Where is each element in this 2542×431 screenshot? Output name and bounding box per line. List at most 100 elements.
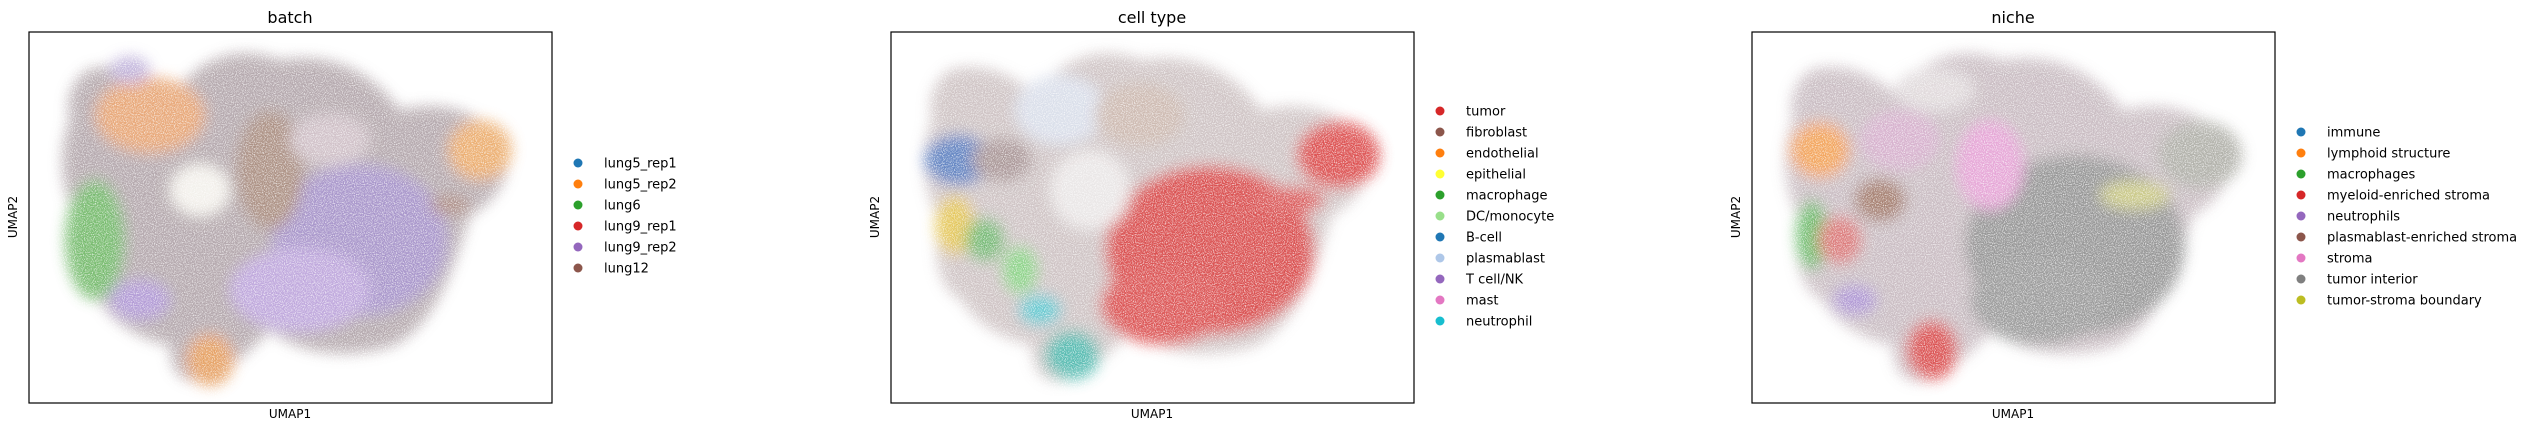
panel-niche: niche UMAP1 UMAP2 — [1729, 8, 2517, 421]
legend-item: lung12 — [573, 262, 649, 277]
legend-item: lung6 — [573, 199, 641, 214]
scatter-cloud — [1752, 32, 2275, 403]
legend-label: plasmablast — [1466, 252, 1545, 267]
panel-cell-type: cell type UMAP1 UMA — [868, 8, 1554, 421]
legend-label: lung5_rep2 — [604, 178, 677, 193]
legend-item: DC/monocyte — [1435, 210, 1554, 225]
legend-label: lung9_rep2 — [604, 241, 677, 256]
legend-label: lung12 — [604, 262, 649, 277]
axes-frame — [890, 31, 1415, 404]
legend-label: myeloid-enriched stroma — [2327, 189, 2490, 204]
legend-label: endothelial — [1466, 147, 1539, 162]
legend-marker — [1435, 106, 1445, 116]
legend-marker — [2296, 211, 2306, 221]
legend-label: mast — [1466, 294, 1499, 309]
legend-marker — [1435, 295, 1445, 305]
legend-item: lung5_rep2 — [573, 178, 677, 193]
legend-label: lung5_rep1 — [604, 157, 677, 172]
legend-marker — [573, 200, 583, 210]
legend-label: fibroblast — [1466, 126, 1527, 141]
legend-label: macrophage — [1466, 189, 1548, 204]
axes-frame — [1751, 31, 2276, 404]
scatter-cloud — [891, 32, 1414, 403]
legend-item: endothelial — [1435, 147, 1539, 162]
y-axis-label: UMAP2 — [1729, 196, 1743, 238]
legend-label: lung6 — [604, 199, 641, 214]
legend-marker — [1435, 274, 1445, 284]
legend-item: myeloid-enriched stroma — [2296, 189, 2490, 204]
legend-item: stroma — [2296, 252, 2373, 267]
axes-frame — [28, 31, 553, 404]
legend-marker — [573, 179, 583, 189]
legend-marker — [1435, 148, 1445, 158]
legend-label: tumor-stroma boundary — [2327, 294, 2482, 309]
x-axis-label: UMAP1 — [1131, 407, 1173, 421]
legend-label: DC/monocyte — [1466, 210, 1554, 225]
legend-marker — [1435, 316, 1445, 326]
legend-marker — [573, 242, 583, 252]
legend-marker — [2296, 295, 2306, 305]
legend-label: epithelial — [1466, 168, 1526, 183]
legend-label: lung9_rep1 — [604, 220, 677, 235]
legend-label: lymphoid structure — [2327, 147, 2450, 162]
legend-label: neutrophils — [2327, 210, 2400, 225]
legend-marker — [573, 263, 583, 273]
legend: tumor fibroblast endothelial epithelial … — [1435, 105, 1554, 330]
legend-item: neutrophil — [1435, 315, 1532, 330]
legend-marker — [2296, 169, 2306, 179]
legend-marker — [2296, 253, 2306, 263]
legend-item: macrophage — [1435, 189, 1548, 204]
legend-label: T cell/NK — [1465, 273, 1524, 288]
legend-item: lung5_rep1 — [573, 157, 677, 172]
panel-title: cell type — [1118, 8, 1186, 27]
legend-marker — [1435, 211, 1445, 221]
legend-label: tumor — [1466, 105, 1506, 120]
legend: lung5_rep1 lung5_rep2 lung6 lung9_rep1 l… — [573, 157, 677, 277]
legend-label: plasmablast-enriched stroma — [2327, 231, 2517, 246]
legend-marker — [2296, 127, 2306, 137]
legend-label: tumor interior — [2327, 273, 2418, 288]
legend: immune lymphoid structure macrophages my… — [2296, 126, 2517, 309]
legend-item: epithelial — [1435, 168, 1526, 183]
legend-item: immune — [2296, 126, 2380, 141]
legend-item: tumor-stroma boundary — [2296, 294, 2482, 309]
panel-batch: batch UMAP1 UMAP2 — [6, 8, 677, 421]
legend-label: neutrophil — [1466, 315, 1532, 330]
y-axis-label: UMAP2 — [868, 196, 882, 238]
legend-marker — [2296, 190, 2306, 200]
panel-title: batch — [267, 8, 312, 27]
legend-marker — [2296, 148, 2306, 158]
legend-label: stroma — [2327, 252, 2373, 267]
legend-marker — [1435, 169, 1445, 179]
legend-item: T cell/NK — [1435, 273, 1524, 288]
legend-item: macrophages — [2296, 168, 2415, 183]
legend-item: tumor — [1435, 105, 1506, 120]
legend-marker — [1435, 190, 1445, 200]
legend-item: tumor interior — [2296, 273, 2418, 288]
legend-label: immune — [2327, 126, 2380, 141]
legend-item: B-cell — [1435, 231, 1502, 246]
legend-marker — [2296, 232, 2306, 242]
legend-marker — [573, 221, 583, 231]
legend-item: lung9_rep2 — [573, 241, 677, 256]
legend-marker — [2296, 274, 2306, 284]
legend-item: lymphoid structure — [2296, 147, 2450, 162]
panel-title: niche — [1991, 8, 2034, 27]
legend-marker — [1435, 253, 1445, 263]
legend-label: macrophages — [2327, 168, 2415, 183]
x-axis-label: UMAP1 — [269, 407, 311, 421]
x-axis-label: UMAP1 — [1992, 407, 2034, 421]
legend-item: lung9_rep1 — [573, 220, 677, 235]
legend-item: fibroblast — [1435, 126, 1527, 141]
legend-item: neutrophils — [2296, 210, 2400, 225]
y-axis-label: UMAP2 — [6, 196, 20, 238]
legend-label: B-cell — [1466, 231, 1502, 246]
legend-marker — [1435, 232, 1445, 242]
legend-item: plasmablast — [1435, 252, 1545, 267]
legend-marker — [573, 158, 583, 168]
legend-item: plasmablast-enriched stroma — [2296, 231, 2517, 246]
scatter-cloud — [29, 32, 552, 403]
legend-item: mast — [1435, 294, 1499, 309]
legend-marker — [1435, 127, 1445, 137]
